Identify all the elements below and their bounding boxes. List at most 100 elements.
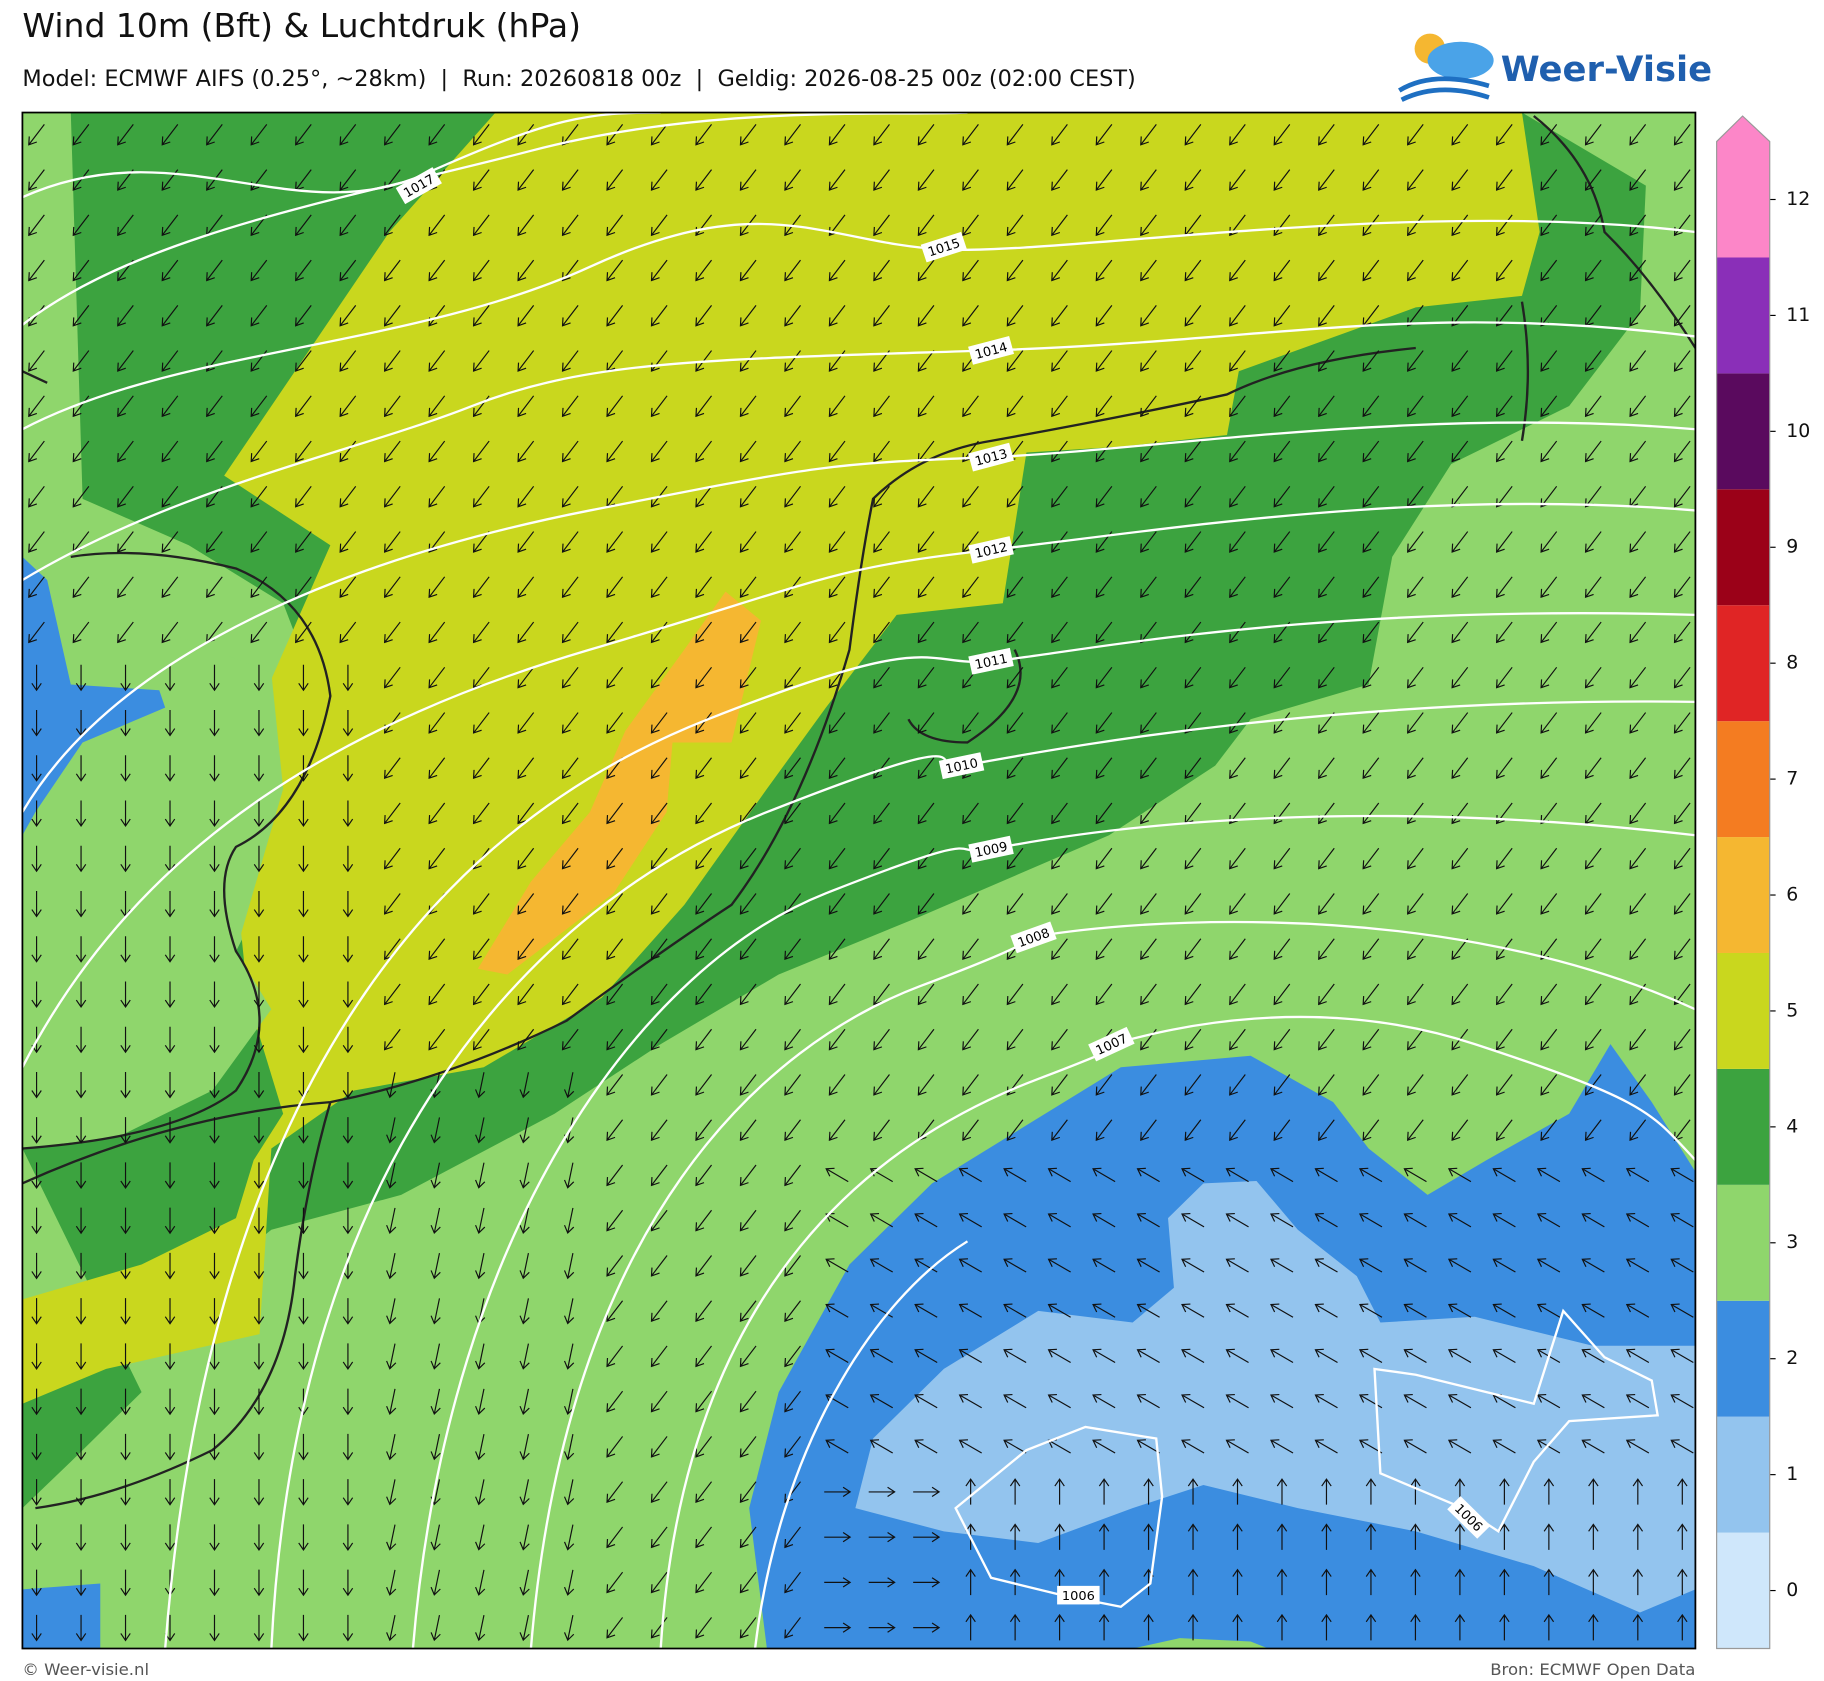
wind-arrow [1625, 1303, 1650, 1318]
wind-arrow [1362, 350, 1380, 372]
wind-arrow [519, 1434, 530, 1461]
wind-arrow [873, 712, 890, 734]
isobars [22, 112, 1696, 1649]
wind-arrow [519, 1388, 530, 1415]
wind-arrow [209, 845, 220, 873]
wind-arrow [739, 1209, 757, 1232]
wind-arrow [917, 621, 935, 644]
wind-arrow [1047, 1348, 1071, 1364]
wind-arrow [1407, 259, 1424, 282]
wind-arrow [253, 981, 265, 1009]
wind-arrow [383, 1028, 401, 1051]
wind-arrow [962, 1074, 979, 1096]
wind-arrow [342, 890, 354, 918]
wind-arrow [72, 169, 90, 191]
wind-arrow [784, 983, 801, 1006]
wind-arrow [650, 1028, 668, 1051]
wind-arrow [1629, 531, 1647, 553]
wind-arrow [1051, 304, 1068, 327]
wind-arrow [1499, 1478, 1510, 1505]
wind-arrow [28, 169, 45, 191]
wind-arrow [519, 1343, 530, 1370]
wind-arrow [386, 1253, 397, 1280]
isobar-label-bg [968, 335, 1015, 365]
wind-arrow [1006, 214, 1024, 237]
wind-arrow [298, 1343, 309, 1370]
wind-arrow [472, 893, 490, 915]
wind-arrow [1136, 1213, 1160, 1228]
isobar [270, 700, 1696, 1649]
wind-arrow [120, 1026, 131, 1054]
wind-arrow [1092, 1393, 1116, 1409]
wind-arrow [1673, 802, 1691, 825]
wind-arrow [1629, 576, 1647, 599]
wind-arrow [161, 259, 179, 282]
wind-arrow [475, 1388, 486, 1415]
wind-arrow [917, 802, 935, 825]
wind-arrow [561, 576, 579, 599]
wind-arrow [1447, 1213, 1472, 1228]
wind-arrow [1447, 1393, 1472, 1409]
wind-arrow [428, 712, 446, 734]
wind-arrow [1451, 712, 1469, 734]
wind-arrow [120, 1071, 131, 1099]
wind-arrow [383, 847, 401, 870]
wind-arrow [1184, 847, 1202, 870]
wind-arrow [342, 755, 354, 782]
wind-arrow [868, 1532, 896, 1543]
wind-arrow [1225, 1167, 1249, 1183]
isobar-label: 1014 [968, 335, 1015, 365]
wind-arrow [1584, 893, 1602, 915]
wind-arrow [164, 1343, 176, 1370]
wind-arrow [72, 621, 90, 644]
wind-arrow [695, 893, 713, 915]
wind-arrow [1451, 259, 1469, 282]
wind-arrow [606, 304, 624, 327]
wind-arrow [1095, 666, 1113, 689]
wind-arrow [1362, 576, 1380, 599]
wind-arrow [917, 214, 935, 237]
wind-arrow [428, 666, 446, 689]
wind-arrow [606, 259, 624, 282]
wind-arrow [253, 1162, 265, 1189]
wind-arrow [209, 981, 220, 1009]
wind-arrow [1454, 1613, 1466, 1641]
wind-arrow [1362, 169, 1380, 191]
isobar-label: 1011 [968, 647, 1014, 675]
wind-arrow [383, 666, 401, 689]
wind-arrow [828, 485, 846, 508]
wind-arrow [31, 981, 42, 1009]
wind-arrow [914, 1213, 938, 1228]
wind-arrow [517, 576, 535, 599]
wind-arrow [1092, 1258, 1116, 1273]
wind-arrow [1581, 1258, 1605, 1273]
wind-arrow [1362, 485, 1380, 508]
wind-arrow [739, 938, 757, 961]
wind-arrow [428, 576, 446, 599]
wind-arrow [342, 845, 354, 873]
wind-arrow [342, 1071, 354, 1099]
wind-arrow [1451, 847, 1469, 870]
wind-arrow [824, 1622, 852, 1633]
wind-arrow [873, 124, 890, 146]
wind-arrow [383, 124, 401, 146]
wind-arrow [561, 757, 579, 780]
wind-arrow [1181, 1303, 1205, 1318]
wind-arrow [962, 1028, 979, 1051]
wind-arrow [209, 709, 220, 737]
wind-arrow [1318, 124, 1335, 146]
wind-arrow [1362, 847, 1380, 870]
wind-arrow [1047, 1258, 1071, 1273]
wind-arrow [1184, 621, 1202, 644]
wind-arrow [517, 395, 535, 418]
wind-arrow [1403, 1303, 1427, 1318]
wind-arrow [1673, 395, 1691, 418]
wind-arrow [164, 1479, 176, 1506]
wind-arrow [739, 259, 757, 282]
wind-arrow [1140, 124, 1157, 146]
wind-arrow [209, 1388, 220, 1416]
wind-arrow [1184, 395, 1202, 418]
wind-arrow [1495, 712, 1513, 734]
wind-arrow [298, 890, 309, 918]
wind-arrow [1451, 531, 1469, 553]
